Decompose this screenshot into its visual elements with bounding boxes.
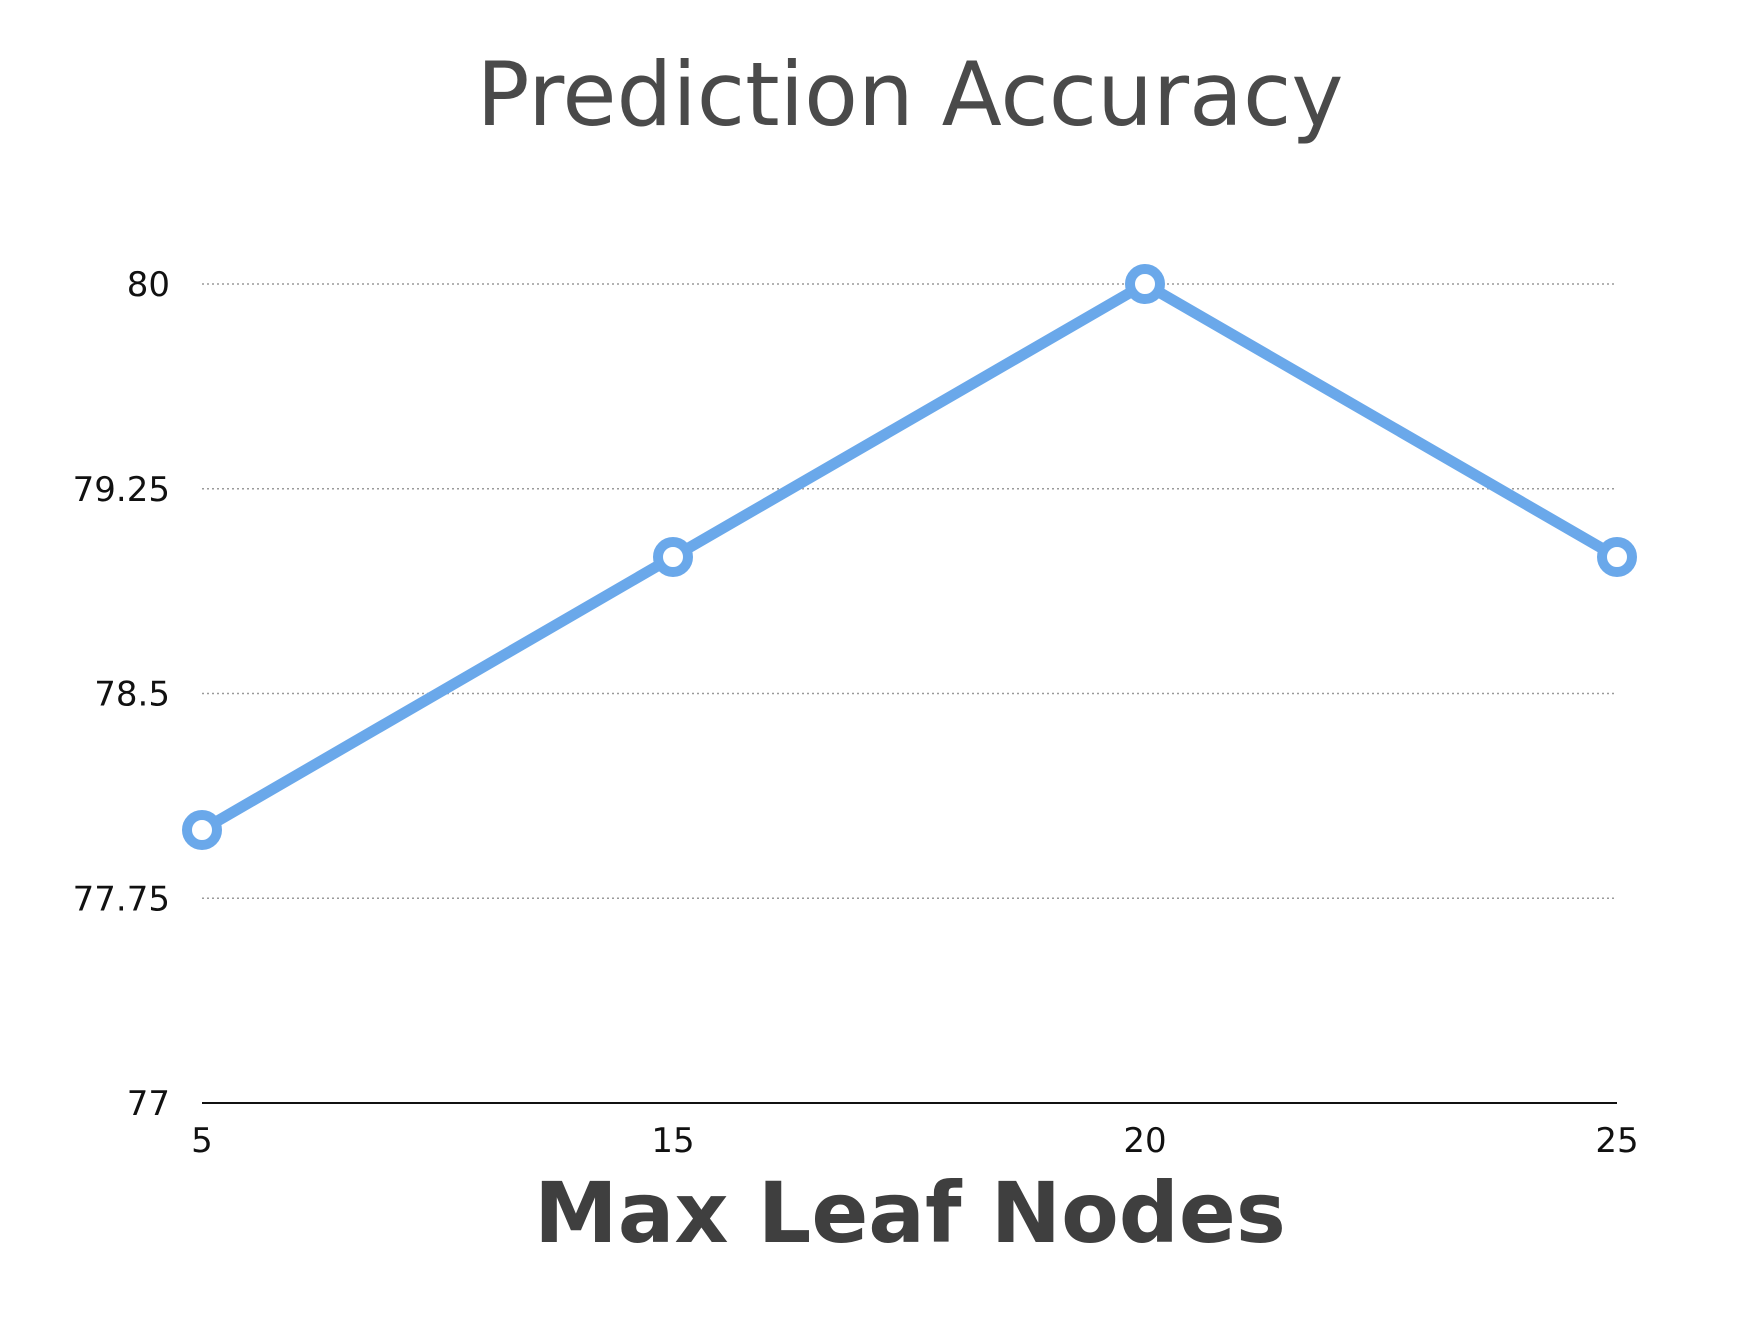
grid-lines xyxy=(202,283,1617,899)
series-line-path xyxy=(196,278,1623,836)
x-tick-label: 20 xyxy=(1123,1121,1166,1161)
series-line xyxy=(196,278,1623,836)
data-point xyxy=(1597,537,1637,577)
chart-title: Prediction Accuracy xyxy=(477,43,1344,146)
y-tick-label: 79.25 xyxy=(73,470,170,510)
data-point xyxy=(1125,264,1165,304)
x-tick-label: 25 xyxy=(1595,1121,1638,1161)
data-point xyxy=(182,810,222,850)
data-point xyxy=(653,537,693,577)
y-tick-labels: 77 77.75 78.5 79.25 80 xyxy=(73,265,170,1124)
x-tick-label: 5 xyxy=(191,1121,213,1161)
y-tick-label: 78.5 xyxy=(94,675,170,715)
data-points xyxy=(182,264,1637,850)
y-tick-label: 80 xyxy=(127,265,170,305)
y-tick-label: 77.75 xyxy=(73,879,170,919)
x-axis-label: Max Leaf Nodes xyxy=(534,1164,1286,1262)
x-tick-label: 15 xyxy=(651,1121,694,1161)
y-tick-label: 77 xyxy=(127,1084,170,1124)
x-tick-labels: 5 15 20 25 xyxy=(191,1121,1638,1161)
